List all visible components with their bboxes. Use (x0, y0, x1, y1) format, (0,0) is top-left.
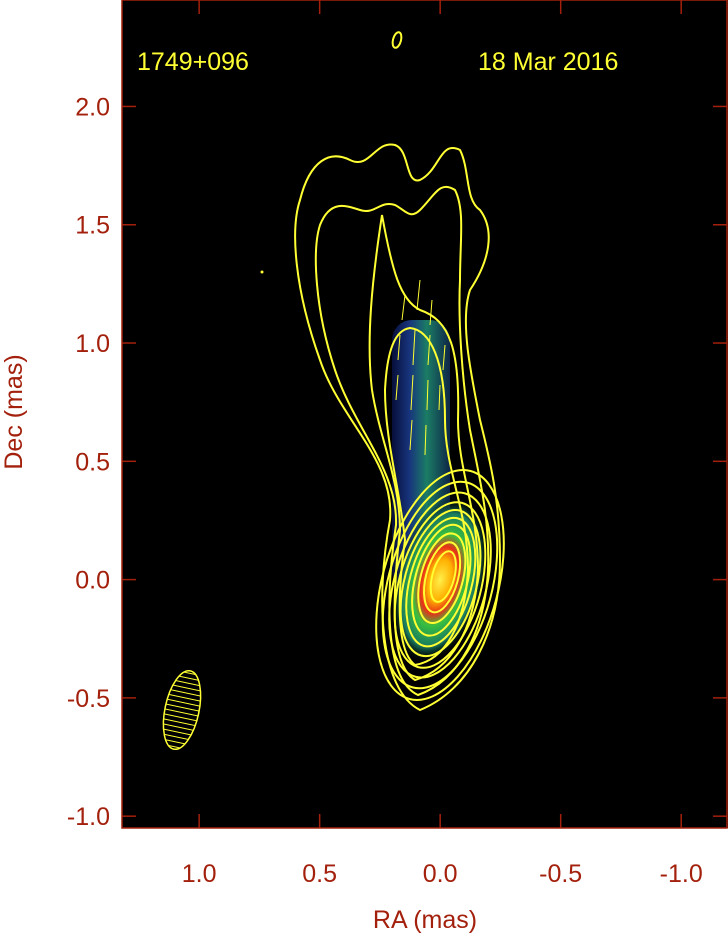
x-tick-label: 0.5 (302, 860, 337, 888)
beam (162, 669, 202, 751)
contour (429, 550, 457, 603)
x-tick-label: -0.5 (539, 860, 582, 888)
source-label: 1749+096 (137, 48, 249, 76)
contour (417, 532, 467, 625)
date-label: 18 Mar 2016 (478, 48, 618, 76)
x-axis-title: RA (mas) (373, 906, 477, 934)
contour (399, 509, 482, 658)
contour (388, 491, 492, 679)
contour (423, 541, 462, 614)
map (162, 31, 505, 751)
y-tick-label: -1.0 (67, 803, 110, 831)
contour (314, 185, 490, 697)
polarization-vectors (395, 279, 446, 456)
contour (375, 469, 505, 701)
contour (381, 480, 499, 690)
x-tick-label: 1.0 (182, 860, 217, 888)
contour (368, 214, 480, 682)
contour (405, 516, 477, 648)
x-tick-label: 0.0 (423, 860, 458, 888)
contour (391, 31, 403, 49)
y-axis-title: Dec (mas) (0, 354, 28, 469)
y-tick-label: 0.5 (75, 448, 110, 476)
contour (294, 143, 502, 712)
contour (411, 523, 472, 637)
contour (383, 326, 470, 667)
y-tick-label: -0.5 (67, 685, 110, 713)
y-tick-label: 1.0 (75, 330, 110, 358)
contour (393, 501, 487, 669)
frame (121, 0, 728, 829)
y-tick-label: 0.0 (75, 567, 110, 595)
y-tick-label: 2.0 (75, 93, 110, 121)
y-tick-label: 1.5 (75, 212, 110, 240)
contour (260, 270, 264, 274)
x-tick-label: -1.0 (660, 860, 703, 888)
